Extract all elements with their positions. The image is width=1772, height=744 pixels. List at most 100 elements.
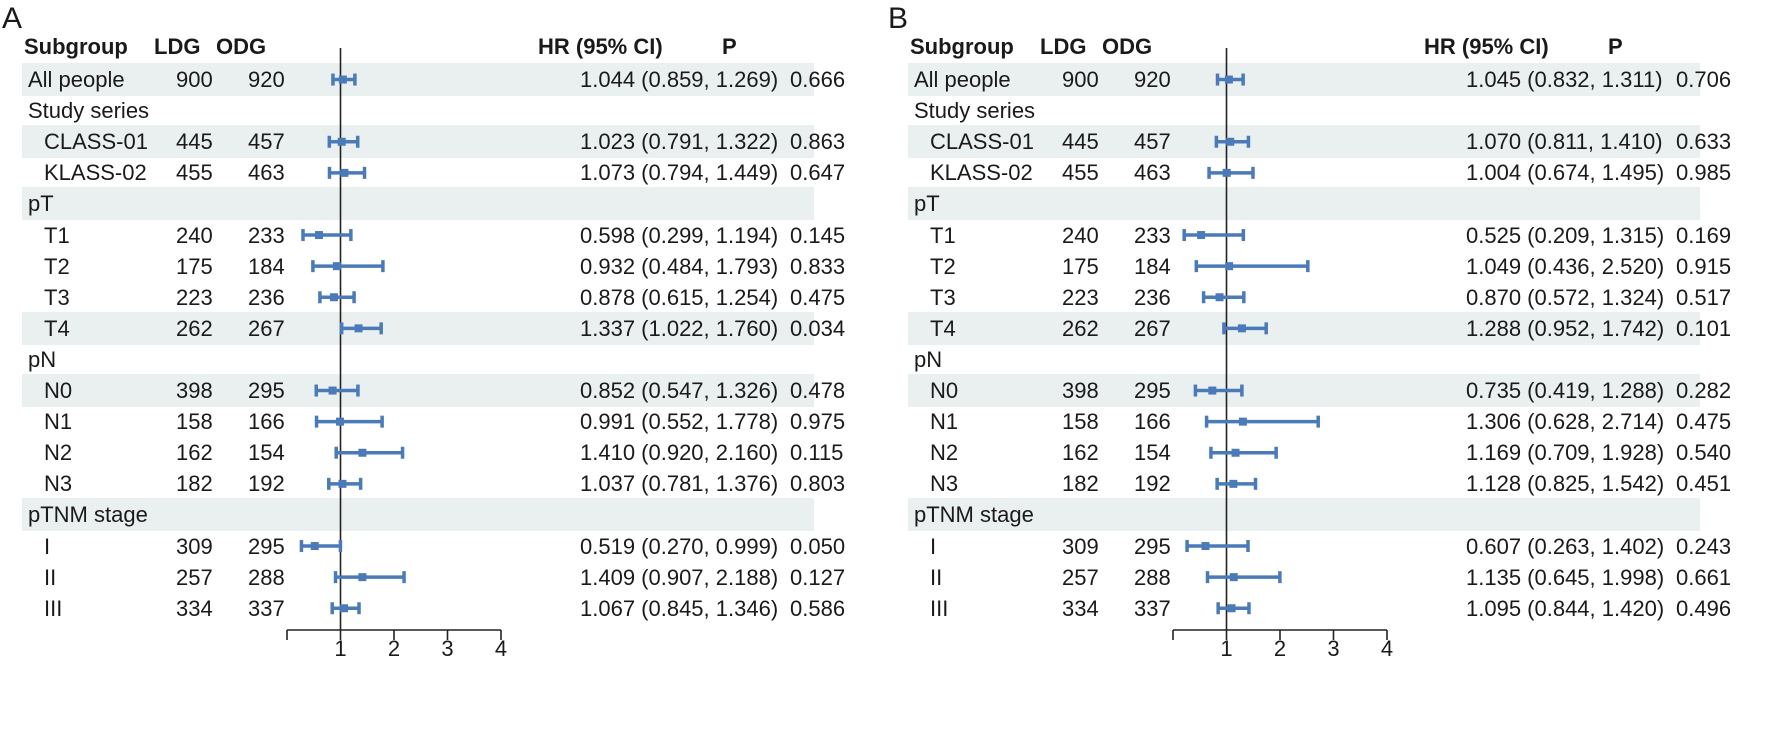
p-value: 0.975 [790, 409, 846, 435]
p-value: 0.115 [790, 440, 844, 466]
table-row: T2 175 184 0.932 (0.484, 1.793) 0.833 [22, 250, 845, 283]
hr-point [340, 604, 349, 613]
odg-count: 166 [1134, 409, 1171, 435]
subgroup-label: I [930, 533, 937, 559]
subgroup-label: All people [914, 67, 1011, 92]
ldg-count: 398 [1062, 378, 1099, 403]
odg-count: 236 [1134, 284, 1171, 310]
odg-count: 154 [1134, 440, 1171, 466]
ci-interval [1194, 260, 1310, 273]
x-tick-label: 1 [1220, 636, 1232, 661]
p-value: 0.475 [790, 284, 846, 310]
forest-panel-b: B Subgroup LDG ODG HR (95% CI) P All people 900… [886, 0, 1772, 744]
hr-ci-value: 0.735 (0.419, 1.288) [1466, 378, 1665, 403]
column-header: ODG [216, 34, 267, 59]
subgroup-label: All people [28, 67, 125, 92]
column-header: Subgroup [24, 34, 128, 59]
odg-count: 337 [1134, 595, 1171, 621]
hr-ci-value: 0.607 (0.263, 1.402) [1466, 533, 1665, 559]
table-row: KLASS-02 455 463 1.073 (0.794, 1.449) 0.647 [22, 156, 845, 189]
ldg-count: 162 [1062, 440, 1099, 466]
ci-interval [314, 384, 360, 397]
hr-point [329, 293, 338, 302]
hr-point [358, 573, 367, 582]
table-row: N2 162 154 1.169 (0.709, 1.928) 0.540 [908, 436, 1731, 469]
subgroup-label: KLASS-02 [44, 160, 147, 186]
subgroup-label: I [44, 533, 51, 559]
column-header: ODG [1102, 34, 1153, 59]
subgroup-label: T2 [44, 253, 70, 279]
ldg-count: 182 [176, 471, 213, 497]
ldg-count: 262 [1062, 315, 1099, 341]
table-row: pT [22, 187, 814, 221]
table-row: III 334 337 1.095 (0.844, 1.420) 0.496 [908, 592, 1731, 625]
odg-count: 463 [248, 160, 285, 186]
hr-point [1215, 293, 1224, 302]
table-row: All people 900 920 1.044 (0.859, 1.269) 0.66… [22, 63, 845, 96]
hr-ci-value: 1.410 (0.920, 2.160) [580, 440, 779, 466]
subgroup-label: pTNM stage [28, 502, 148, 528]
hr-point [338, 479, 347, 488]
ci-interval [334, 446, 405, 459]
hr-point [314, 231, 323, 240]
table-row: pT [908, 187, 1700, 221]
p-value: 0.517 [1676, 284, 1732, 310]
subgroup-label: KLASS-02 [930, 160, 1033, 186]
ldg-count: 182 [1062, 471, 1099, 497]
ldg-count: 309 [176, 533, 213, 559]
odg-count: 295 [248, 378, 285, 403]
odg-count: 920 [1134, 67, 1171, 92]
p-value: 0.496 [1676, 595, 1732, 621]
forest-plot: 1 2 3 4 [1172, 48, 1393, 661]
x-tick-label: 2 [388, 636, 400, 661]
hr-ci-value: 1.070 (0.811, 1.410) [1466, 129, 1663, 155]
subgroup-label: T4 [44, 315, 70, 341]
ldg-count: 334 [176, 595, 213, 621]
x-tick-label: 3 [1327, 636, 1339, 661]
column-header: LDG [1040, 34, 1087, 59]
table-row: Study series [22, 94, 814, 127]
p-value: 0.586 [790, 595, 846, 621]
ci-interval [301, 229, 353, 242]
odg-count: 288 [248, 564, 285, 590]
table-row: N0 398 295 0.735 (0.419, 1.288) 0.282 [908, 374, 1731, 407]
subgroup-label: N2 [44, 440, 73, 466]
table-row: I 309 295 0.519 (0.270, 0.999) 0.050 [22, 530, 845, 563]
ci-interval [314, 415, 384, 428]
ci-interval [1209, 446, 1278, 459]
odg-count: 267 [1134, 315, 1171, 341]
odg-count: 233 [1134, 222, 1171, 248]
hr-point [1231, 448, 1240, 457]
ldg-count: 309 [1062, 533, 1099, 559]
ci-interval [1207, 166, 1255, 179]
ldg-count: 175 [1062, 253, 1099, 279]
forest-plot: 1 2 3 4 [286, 48, 507, 661]
hr-point [1229, 479, 1238, 488]
table-row: T4 262 267 1.337 (1.022, 1.760) 0.034 [22, 311, 845, 345]
odg-count: 457 [248, 129, 285, 155]
hr-point [337, 137, 346, 146]
subgroup-label: N3 [44, 471, 73, 497]
table-row: N3 182 192 1.128 (0.825, 1.542) 0.451 [908, 467, 1731, 500]
hr-point [338, 75, 347, 84]
subgroup-label: T1 [44, 222, 70, 248]
subgroup-label: N3 [930, 471, 959, 497]
subgroup-label: N1 [930, 409, 959, 435]
subgroup-label: pTNM stage [914, 502, 1034, 528]
x-tick-label: 1 [334, 636, 346, 661]
hr-point [1201, 542, 1210, 551]
ldg-count: 158 [176, 409, 213, 435]
hr-point [340, 168, 349, 177]
p-value: 0.101 [1676, 315, 1732, 341]
subgroup-label: N0 [44, 378, 73, 403]
subgroup-label: CLASS-01 [44, 129, 148, 155]
ci-interval [299, 540, 343, 553]
table-row: CLASS-01 445 457 1.070 (0.811, 1.410) 0.633 [908, 125, 1731, 159]
hr-ci-value: 1.135 (0.645, 1.998) [1466, 564, 1665, 590]
hr-point [310, 542, 319, 551]
ci-interval [333, 571, 406, 584]
hr-point [332, 262, 341, 271]
ci-interval [1193, 384, 1244, 397]
odg-count: 233 [248, 222, 285, 248]
table-row: II 257 288 1.135 (0.645, 1.998) 0.661 [908, 561, 1731, 594]
